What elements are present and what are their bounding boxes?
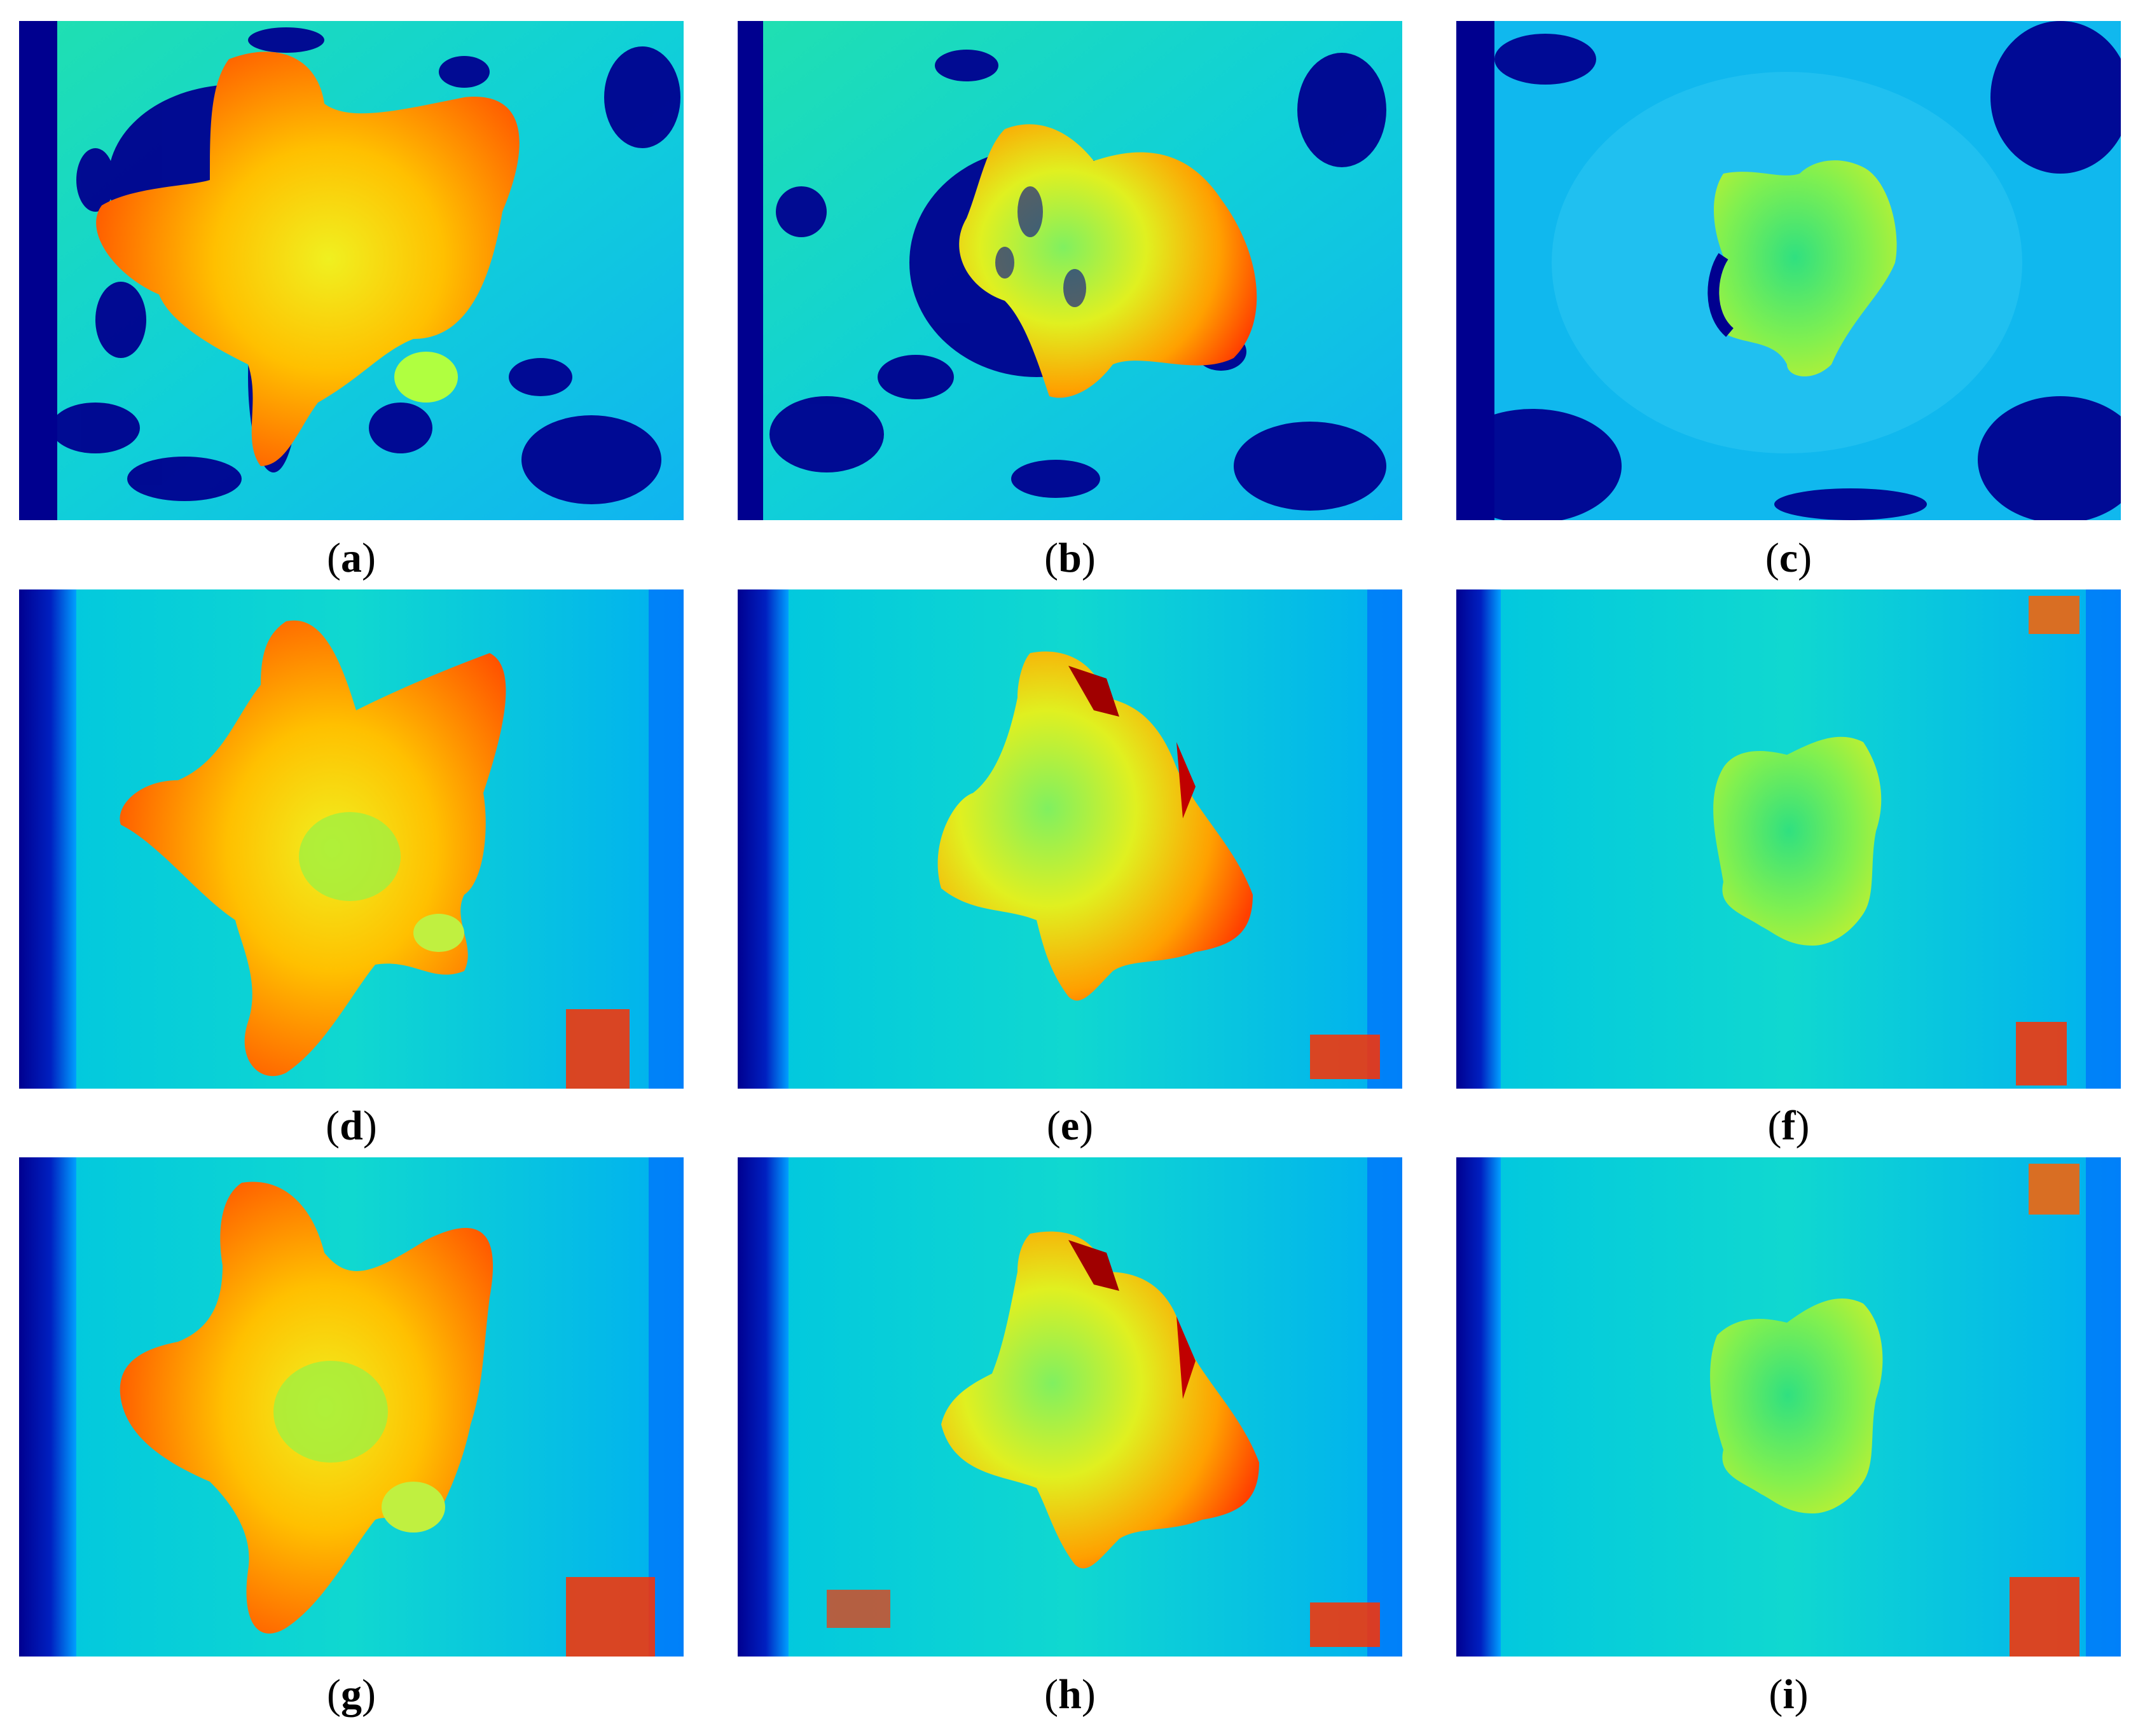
caption-c: (c) — [1765, 535, 1812, 581]
caption-g: (g) — [327, 1671, 376, 1718]
depth-panel-b — [738, 21, 1402, 520]
depth-panel-i — [1456, 1157, 2121, 1657]
depth-panel-g — [19, 1157, 684, 1657]
caption-e: (e) — [1046, 1103, 1094, 1149]
depth-panel-f — [1456, 589, 2121, 1089]
plant-c — [1711, 160, 1897, 376]
caption-i: (i) — [1769, 1671, 1809, 1718]
caption-f: (f) — [1767, 1103, 1810, 1149]
plant-e — [937, 651, 1253, 1001]
depth-panel-c — [1456, 21, 2121, 520]
caption-b: (b) — [1044, 535, 1096, 581]
depth-panel-h — [738, 1157, 1402, 1657]
caption-d: (d) — [326, 1103, 377, 1149]
depth-map-g — [19, 1157, 684, 1657]
depth-map-e — [738, 589, 1402, 1089]
depth-map-h — [738, 1157, 1402, 1657]
depth-map-i — [1456, 1157, 2121, 1657]
depth-map-f — [1456, 589, 2121, 1089]
depth-map-a — [19, 21, 684, 520]
plant-i — [1710, 1298, 1883, 1513]
depth-panel-d — [19, 589, 684, 1089]
depth-panel-e — [738, 589, 1402, 1089]
depth-panel-a — [19, 21, 684, 520]
plant-h — [941, 1231, 1259, 1569]
depth-map-d — [19, 589, 684, 1089]
plant-f — [1713, 736, 1882, 946]
caption-a: (a) — [327, 535, 376, 581]
depth-map-b — [738, 21, 1402, 520]
plant-a — [96, 52, 520, 467]
caption-h: (h) — [1044, 1671, 1096, 1718]
depth-map-c — [1456, 21, 2121, 520]
